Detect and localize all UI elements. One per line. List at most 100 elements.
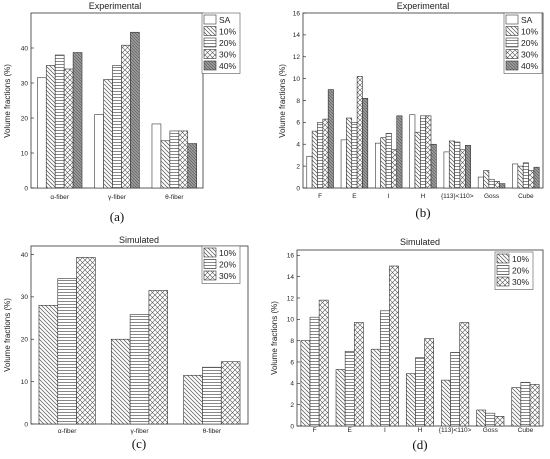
y-axis-label: Volume fractions (%) xyxy=(270,301,279,375)
y-axis-label: Volume fractions (%) xyxy=(278,64,287,138)
x-tick-label: α-fiber xyxy=(58,428,77,435)
legend-label: SA xyxy=(521,15,533,25)
y-tick-label: 4 xyxy=(290,381,294,388)
y-tick-label: 10 xyxy=(21,150,29,157)
x-tick-label: Goss xyxy=(484,193,500,200)
legend-swatch xyxy=(496,253,510,264)
bar xyxy=(483,170,490,189)
bar xyxy=(187,143,197,189)
bar xyxy=(414,131,421,189)
bar xyxy=(499,183,506,189)
legend-label: 30% xyxy=(512,277,529,287)
bar xyxy=(335,369,346,427)
legend-label: 10% xyxy=(521,27,538,37)
chart-panel-d: Simulated 0 2 4 6 8 10 12 14 16 Volume fractions (… xyxy=(270,237,544,452)
chart-title: Experimental xyxy=(89,1,142,11)
bar xyxy=(38,305,59,425)
bar xyxy=(311,130,318,189)
bar xyxy=(448,140,455,189)
y-tick-label: 20 xyxy=(21,115,29,122)
legend-label: 30% xyxy=(521,50,538,60)
bar xyxy=(405,373,416,427)
bar xyxy=(306,155,313,189)
y-tick-label: 10 xyxy=(293,76,301,83)
bar xyxy=(396,115,403,189)
bar xyxy=(528,170,535,189)
x-tick-label: F xyxy=(313,427,317,434)
x-tick-label: H xyxy=(421,193,426,200)
y-tick-label: 6 xyxy=(296,120,300,127)
x-tick-label: I xyxy=(384,427,386,434)
bar xyxy=(362,98,369,189)
y-tick-label: 0 xyxy=(24,421,28,428)
legend-label: 30% xyxy=(219,271,236,281)
bar xyxy=(459,322,470,427)
bar xyxy=(493,181,500,189)
bar xyxy=(220,361,241,425)
bar xyxy=(430,143,437,189)
x-tick-label: γ-fiber xyxy=(108,194,127,201)
legend-label: 30% xyxy=(219,50,236,60)
legend-label: 10% xyxy=(219,248,236,258)
legend-label: 20% xyxy=(219,260,236,270)
bar xyxy=(346,117,353,189)
y-tick-label: 20 xyxy=(21,337,29,344)
y-tick-label: 12 xyxy=(287,295,295,302)
chart-panel-c: Simulated 0 10 20 30 40 Volume fractions (%) α-… xyxy=(3,235,249,451)
y-tick-label: 10 xyxy=(287,317,295,324)
bar xyxy=(57,278,77,425)
legend-swatch xyxy=(203,259,217,269)
bar xyxy=(353,322,364,427)
bar xyxy=(178,130,189,189)
x-tick-label: E xyxy=(352,193,357,200)
legend-swatch xyxy=(203,14,217,25)
y-tick-label: 2 xyxy=(290,402,294,409)
y-tick-label: 2 xyxy=(296,163,300,170)
bar xyxy=(169,130,180,189)
legend-label: 20% xyxy=(219,38,236,48)
bar xyxy=(477,176,484,189)
bar xyxy=(202,366,222,425)
bar xyxy=(522,162,529,189)
bar xyxy=(391,149,398,189)
bar xyxy=(517,165,524,189)
x-tick-label: F xyxy=(318,193,322,200)
legend-swatch xyxy=(496,265,510,275)
chart-title: Experimental xyxy=(397,1,450,11)
bar xyxy=(485,412,496,427)
legend-swatch xyxy=(203,247,217,258)
bar xyxy=(476,409,487,427)
bar xyxy=(94,114,104,189)
bar xyxy=(160,140,171,189)
y-tick-label: 16 xyxy=(287,253,295,260)
bar xyxy=(309,316,320,427)
bar xyxy=(45,65,56,189)
bar xyxy=(533,166,540,189)
bar xyxy=(121,44,131,189)
y-tick-label: 40 xyxy=(21,45,29,52)
bar xyxy=(520,381,531,427)
panel-caption: (c) xyxy=(132,436,146,451)
y-tick-label: 14 xyxy=(293,32,301,39)
bar xyxy=(375,142,381,189)
x-tick-label: {113}<110> xyxy=(441,193,474,200)
bar xyxy=(344,351,355,427)
y-tick-label: 8 xyxy=(296,98,300,105)
bar xyxy=(529,384,540,427)
y-tick-label: 10 xyxy=(21,379,29,386)
bar xyxy=(110,338,131,425)
y-tick-label: 12 xyxy=(293,54,301,61)
bar xyxy=(511,387,522,427)
bar xyxy=(317,122,324,189)
bar xyxy=(443,151,450,189)
bar xyxy=(318,299,329,427)
bar xyxy=(459,149,466,189)
chart-title: Simulated xyxy=(119,235,159,245)
x-tick-label: θ-fiber xyxy=(165,194,184,201)
bar xyxy=(72,52,83,189)
x-tick-label: H xyxy=(418,427,423,434)
y-tick-label: 8 xyxy=(290,338,294,345)
bar xyxy=(148,290,169,425)
bar xyxy=(103,79,113,189)
